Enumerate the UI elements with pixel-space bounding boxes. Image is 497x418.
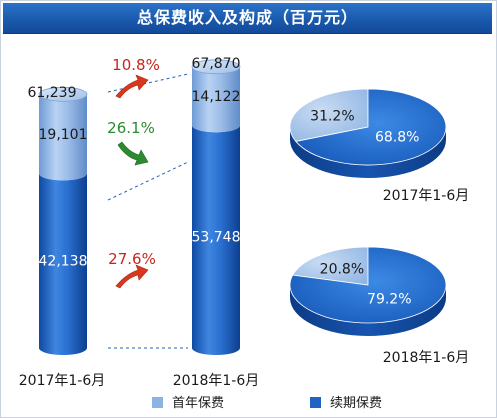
pie-2018-caption: 2018年1-6月: [383, 350, 470, 366]
title-bar: 总保费收入及构成（百万元）: [3, 3, 492, 34]
pie-2018-label-first-year: 20.8%: [320, 261, 364, 277]
pie-2017-label-first-year: 31.2%: [310, 108, 354, 124]
cylinder-2018: [191, 59, 241, 355]
bar-first-year-2017年1-6月: [39, 94, 87, 181]
growth-label-first-year: 26.1%: [107, 119, 155, 137]
bar-label-2017-renewal: 42,138: [39, 254, 88, 270]
category-label-2017: 2017年1-6月: [19, 373, 106, 389]
legend-swatch-renewal: [310, 397, 321, 408]
bar-top-cap: [38, 86, 88, 102]
legend-swatch-first-year: [152, 397, 163, 408]
pie-side: [290, 127, 446, 178]
total-label-2018: 67,870: [192, 56, 241, 72]
growth-arrow-first-year: [117, 141, 149, 166]
pie-slice-首年保费: [292, 246, 369, 286]
pie-2017-label-renewal: 68.8%: [375, 130, 419, 146]
legend: 首年保费 续期保费: [152, 396, 382, 411]
pie-slice-续期保费: [289, 246, 447, 324]
growth-label-renewal: 27.6%: [108, 250, 156, 268]
cylinder-2017: [38, 86, 88, 355]
growth-label-total: 10.8%: [112, 56, 160, 74]
pie-2018-label-renewal: 79.2%: [367, 292, 411, 308]
connector-line-split: [107, 161, 189, 201]
pie-slice-首年保费: [289, 88, 369, 142]
bar-label-2018-renewal: 53,748: [192, 230, 241, 246]
pie-2018: [289, 246, 447, 336]
growth-arrow-total: [115, 74, 149, 99]
growth-arrow-renewal: [115, 264, 149, 289]
pie-slice-续期保费: [295, 88, 447, 166]
bar-top-cap: [191, 59, 241, 75]
legend-label-first-year: 首年保费: [172, 396, 224, 411]
bar-first-year-2018年1-6月: [192, 66, 240, 133]
category-label-2018: 2018年1-6月: [173, 373, 260, 389]
pie-2017: [289, 88, 447, 178]
pie-2017-caption: 2017年1-6月: [383, 188, 470, 204]
bar-renewal-2017年1-6月: [39, 173, 87, 355]
bar-label-2018-first-year: 14,122: [192, 89, 241, 105]
legend-label-renewal: 续期保费: [330, 396, 382, 411]
pie-side: [290, 285, 446, 336]
bar-renewal-2018年1-6月: [192, 125, 240, 355]
total-label-2017: 61,239: [28, 85, 77, 101]
chart-title: 总保费收入及构成（百万元）: [136, 8, 358, 27]
bar-label-2017-first-year: 19,101: [39, 127, 88, 143]
connector-line-total: [107, 73, 189, 93]
